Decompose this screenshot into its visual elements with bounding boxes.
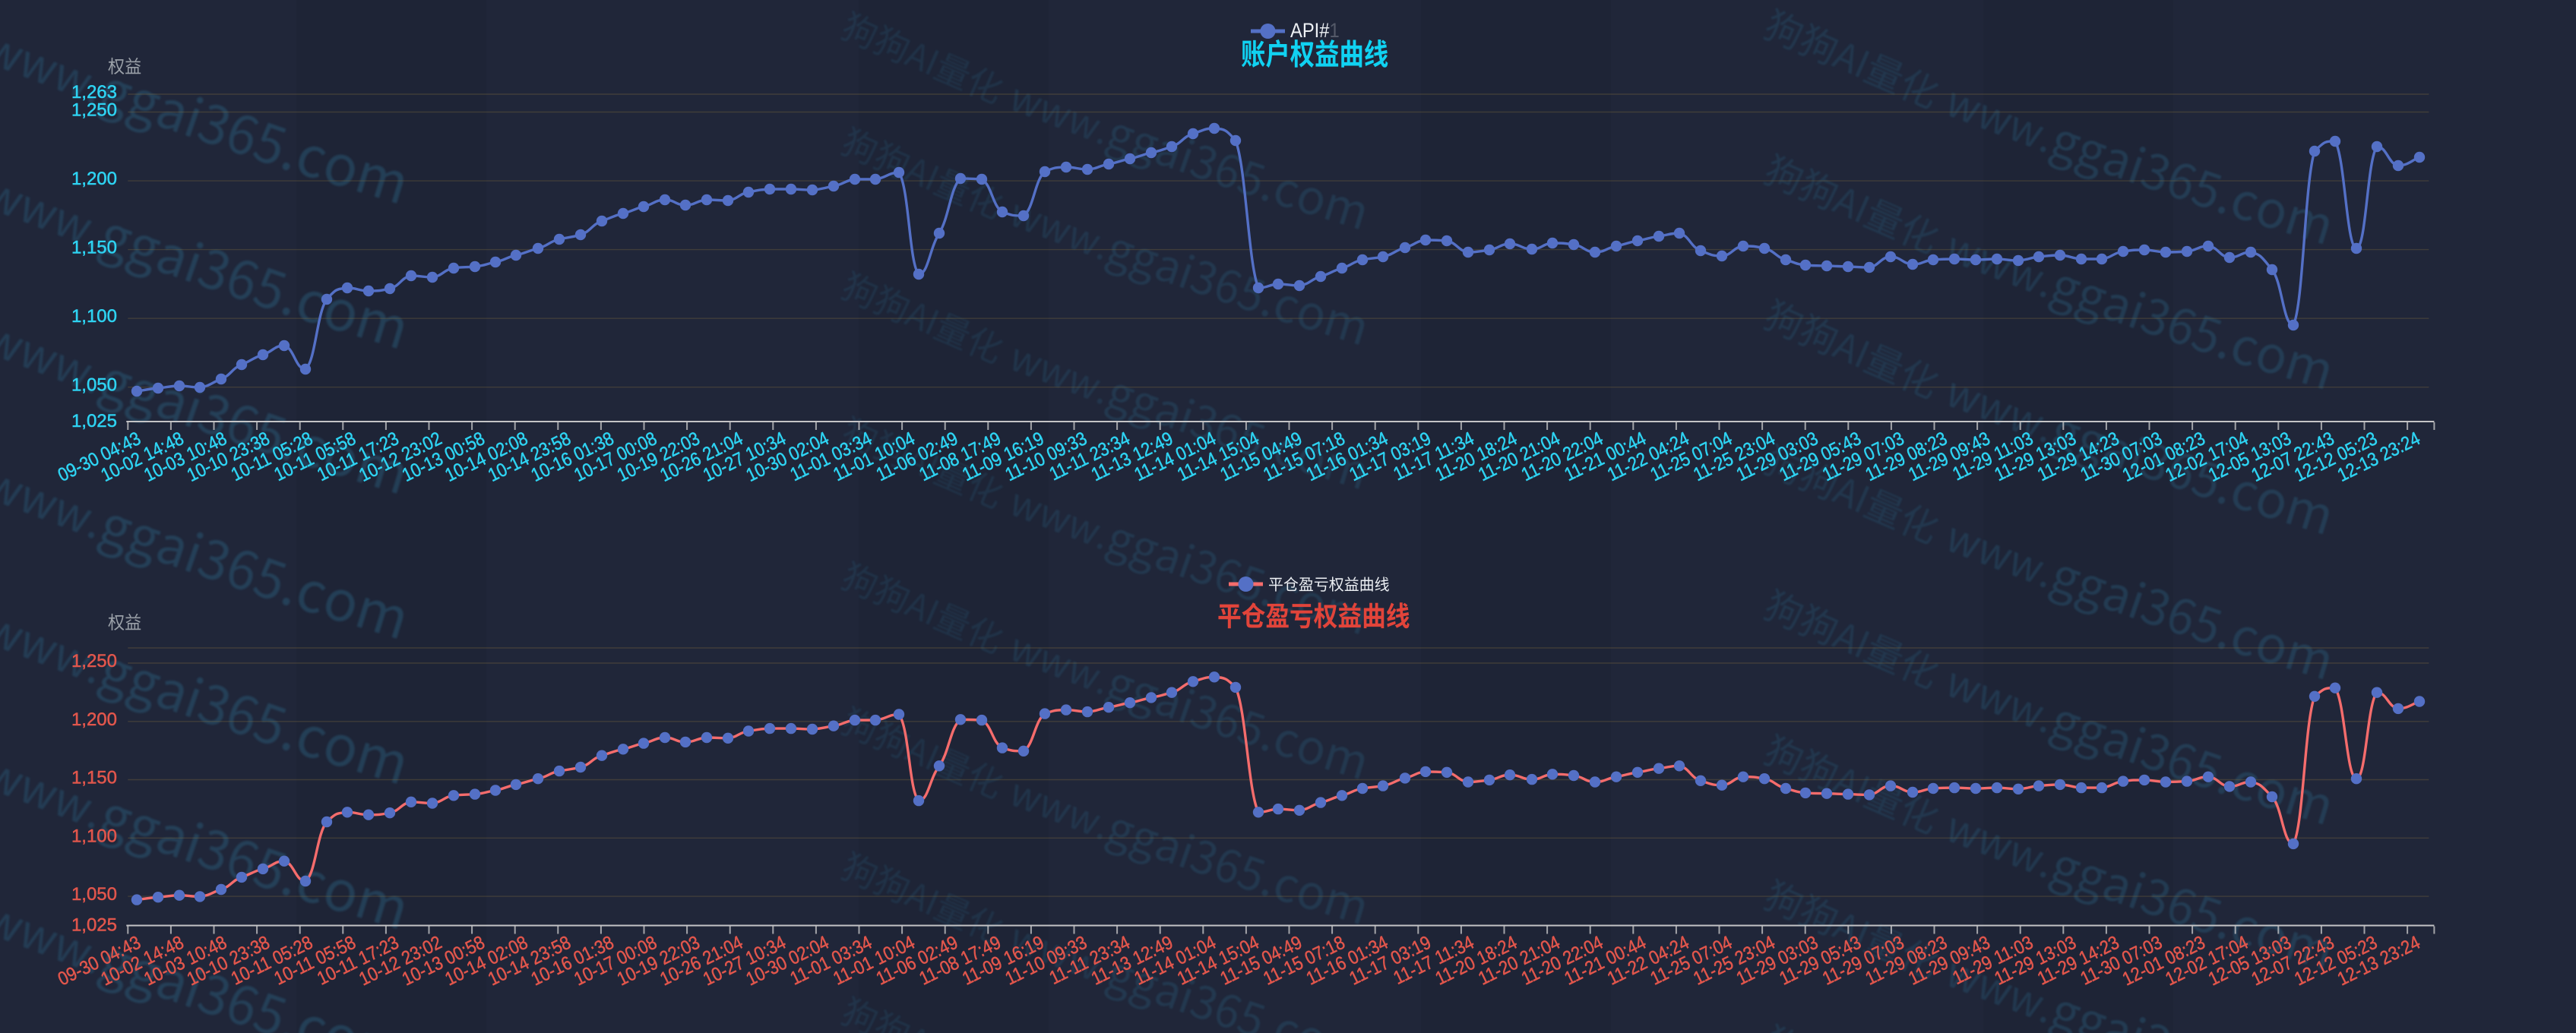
svg-text:1,200: 1,200 — [71, 169, 117, 189]
svg-text:1,050: 1,050 — [71, 884, 117, 905]
svg-text:1,250: 1,250 — [71, 651, 117, 671]
svg-text:1,025: 1,025 — [71, 915, 117, 936]
svg-text:1,150: 1,150 — [71, 238, 117, 258]
svg-text:1,025: 1,025 — [71, 411, 117, 431]
svg-text:1,050: 1,050 — [71, 375, 117, 396]
svg-text:1,200: 1,200 — [71, 709, 117, 730]
svg-text:1,100: 1,100 — [71, 826, 117, 846]
svg-text:1,250: 1,250 — [71, 100, 117, 121]
svg-text:API#1: API#1 — [1290, 20, 1340, 43]
svg-text:1,150: 1,150 — [71, 768, 117, 788]
svg-text:1,263: 1,263 — [71, 82, 117, 103]
svg-text:1,100: 1,100 — [71, 306, 117, 327]
